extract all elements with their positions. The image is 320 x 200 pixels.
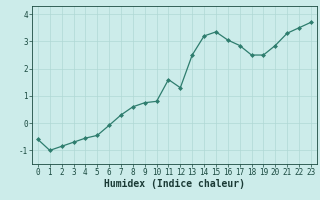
X-axis label: Humidex (Indice chaleur): Humidex (Indice chaleur) (104, 179, 245, 189)
